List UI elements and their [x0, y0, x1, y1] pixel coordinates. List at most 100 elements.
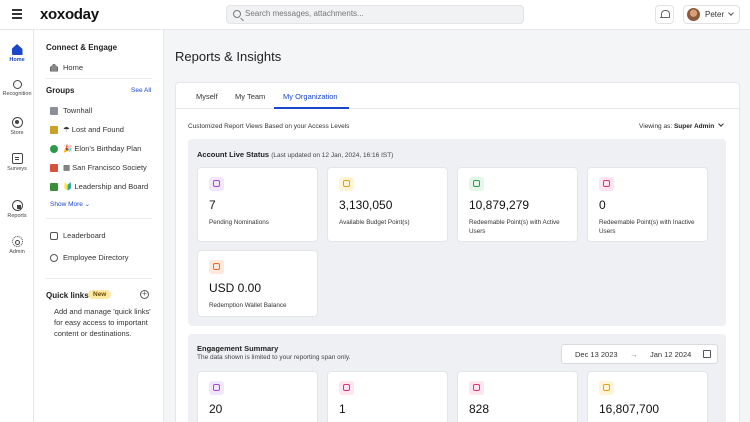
account-live-status-panel: Account Live Status (Last updated on 12 …: [188, 139, 726, 326]
connect-title: Connect & Engage: [46, 43, 118, 52]
arrow-right-icon: →: [630, 350, 638, 359]
show-more-link[interactable]: Show More ⌄: [50, 201, 91, 208]
divider: [46, 78, 152, 79]
stat-label: Available Budget Point(s): [339, 219, 410, 226]
townhall-icon: [50, 106, 58, 115]
stat-label: Redeemable Point(s) with Active Users: [469, 219, 560, 235]
sidebar-item-label: Employee Directory: [63, 253, 129, 262]
budget-icon: [339, 177, 354, 191]
sidebar-item-label: Leaderboard: [63, 231, 106, 240]
stat-available-budget[interactable]: 3,130,050 Available Budget Point(s): [327, 167, 448, 242]
sidebar-group-lost-found[interactable]: ☂ Lost and Found: [50, 125, 124, 134]
live-status-heading: Account Live Status: [197, 150, 270, 159]
stat-wallet-balance[interactable]: USD 0.00 Redemption Wallet Balance: [197, 250, 318, 317]
sidebar-item-label: Home: [63, 63, 84, 72]
birthday-group-icon: [50, 144, 58, 153]
leaderboard-icon: [50, 231, 58, 240]
sidebar-item-label: ▦ San Francisco Society: [63, 163, 147, 172]
sidebar-item-label: ☂ Lost and Found: [63, 125, 124, 134]
ribbon-icon: [12, 80, 22, 89]
sidebar-item-directory[interactable]: Employee Directory: [50, 253, 128, 262]
rail-item-home[interactable]: Home: [0, 44, 34, 63]
stat-value: 828: [469, 402, 490, 416]
quick-links-description: Add and manage 'quick links' for easy ac…: [54, 307, 151, 338]
icon-rail: Home Recognition Store Surveys Reports A…: [0, 30, 34, 422]
rail-label: Surveys: [7, 166, 27, 172]
sidebar-group-leadership[interactable]: 🔰 Leadership and Board: [50, 182, 148, 191]
last-updated: (Last updated on 12 Jan, 2024, 16:16 IST…: [271, 152, 394, 159]
stat-engagement-3[interactable]: 828: [457, 371, 578, 422]
store-icon: [11, 117, 23, 128]
sidebar-item-label: Townhall: [63, 106, 93, 115]
sidebar-group-townhall[interactable]: Townhall: [50, 106, 92, 115]
user-name: Peter: [705, 10, 725, 19]
chevron-down-icon: [718, 121, 724, 127]
stat-engagement-4[interactable]: 16,807,700: [587, 371, 708, 422]
stat-inactive-points[interactable]: 0 Redeemable Point(s) with Inactive User…: [587, 167, 708, 242]
directory-icon: [50, 253, 58, 262]
search-input[interactable]: Search messages, attachments...: [226, 5, 524, 24]
add-quick-link-icon[interactable]: +: [140, 290, 149, 299]
quick-links-title: Quick links: [46, 291, 89, 300]
tab-myself[interactable]: Myself: [196, 92, 218, 101]
home-icon: [50, 63, 58, 72]
stat-label: Pending Nominations: [209, 219, 269, 226]
sidebar-item-label: 🎉 Elon's Birthday Plan: [63, 144, 142, 153]
rail-item-store[interactable]: Store: [0, 117, 34, 136]
tab-my-organization[interactable]: My Organization: [283, 92, 338, 101]
divider: [46, 218, 152, 219]
rail-label: Admin: [9, 249, 25, 255]
rail-label: Home: [9, 57, 25, 63]
sidebar-group-sf-society[interactable]: ▦ San Francisco Society: [50, 163, 147, 172]
new-badge: New: [88, 290, 112, 299]
rail-item-surveys[interactable]: Surveys: [0, 153, 34, 172]
inactive-points-icon: [599, 177, 614, 191]
survey-icon: [11, 153, 23, 164]
stat-label: Redeemable Point(s) with Inactive Users: [599, 219, 695, 235]
top-bar: xoxoday Search messages, attachments... …: [0, 0, 750, 30]
chevron-down-icon: [728, 10, 734, 16]
stat-pending-nominations[interactable]: 7 Pending Nominations: [197, 167, 318, 242]
side-panel: Connect & Engage Home Groups See All Tow…: [34, 30, 164, 422]
wallet-icon: [209, 260, 224, 274]
reports-icon: [11, 200, 23, 211]
sidebar-item-home[interactable]: Home: [50, 63, 83, 72]
sidebar-item-label: 🔰 Leadership and Board: [63, 182, 149, 191]
page-title: Reports & Insights: [175, 49, 282, 64]
live-status-title: Account Live Status (Last updated on 12 …: [197, 150, 393, 159]
date-range-picker[interactable]: Dec 13 2023 → Jan 12 2024: [561, 344, 718, 364]
trophy-icon: [209, 177, 224, 191]
stat-engagement-2[interactable]: 1: [327, 371, 448, 422]
stat-value: 0: [599, 198, 606, 212]
admin-icon: [11, 236, 23, 247]
gift-icon: [469, 381, 484, 395]
stat-value: 1: [339, 402, 346, 416]
stat-value: USD 0.00: [209, 281, 262, 295]
sidebar-item-leaderboard[interactable]: Leaderboard: [50, 231, 106, 240]
see-all-link[interactable]: See All: [131, 87, 152, 94]
groups-title: Groups: [46, 86, 75, 95]
rail-label: Store: [10, 130, 24, 136]
stat-active-points[interactable]: 10,879,279 Redeemable Point(s) with Acti…: [457, 167, 578, 242]
rail-item-admin[interactable]: Admin: [0, 236, 34, 255]
notification-bell-icon[interactable]: [655, 5, 674, 24]
stat-engagement-1[interactable]: 20: [197, 371, 318, 422]
trophy-icon: [209, 381, 224, 395]
calendar-icon: [703, 350, 711, 358]
stat-value: 7: [209, 198, 216, 212]
menu-icon[interactable]: [12, 9, 22, 19]
app-logo[interactable]: xoxoday: [40, 6, 99, 23]
rail-label: Recognition: [2, 91, 32, 97]
sidebar-group-birthday[interactable]: 🎉 Elon's Birthday Plan: [50, 144, 141, 153]
user-menu[interactable]: Peter: [683, 5, 740, 24]
avatar: [687, 8, 700, 21]
date-to: Jan 12 2024: [650, 350, 692, 359]
stat-value: 3,130,050: [339, 198, 393, 212]
points-icon: [599, 381, 614, 395]
viewing-as-selector[interactable]: Viewing as: Super Admin: [639, 121, 724, 130]
rail-item-reports[interactable]: Reports: [0, 200, 34, 219]
rail-item-recognition[interactable]: Recognition: [0, 80, 34, 97]
tab-my-team[interactable]: My Team: [235, 92, 266, 101]
engagement-note: The data shown is limited to your report…: [197, 354, 351, 361]
search-placeholder: Search messages, attachments...: [245, 9, 364, 18]
